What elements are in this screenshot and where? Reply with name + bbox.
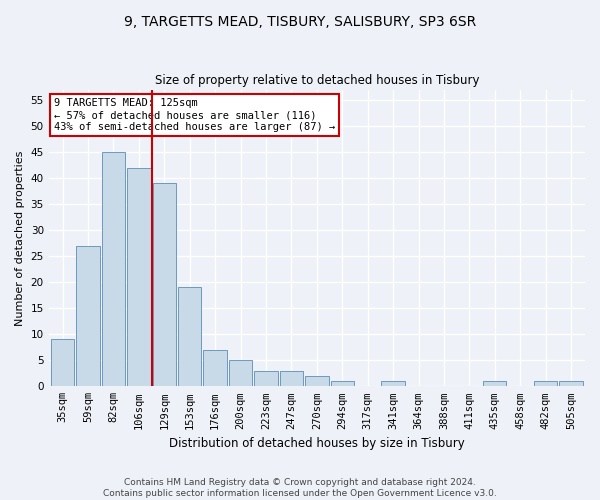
- Bar: [305, 376, 329, 386]
- Bar: [51, 340, 74, 386]
- Bar: [178, 288, 202, 386]
- Bar: [203, 350, 227, 387]
- Bar: [127, 168, 151, 386]
- Bar: [483, 381, 506, 386]
- Bar: [152, 184, 176, 386]
- X-axis label: Distribution of detached houses by size in Tisbury: Distribution of detached houses by size …: [169, 437, 465, 450]
- Bar: [229, 360, 252, 386]
- Bar: [559, 381, 583, 386]
- Text: 9 TARGETTS MEAD: 125sqm
← 57% of detached houses are smaller (116)
43% of semi-d: 9 TARGETTS MEAD: 125sqm ← 57% of detache…: [54, 98, 335, 132]
- Bar: [280, 370, 303, 386]
- Text: 9, TARGETTS MEAD, TISBURY, SALISBURY, SP3 6SR: 9, TARGETTS MEAD, TISBURY, SALISBURY, SP…: [124, 15, 476, 29]
- Text: Contains HM Land Registry data © Crown copyright and database right 2024.
Contai: Contains HM Land Registry data © Crown c…: [103, 478, 497, 498]
- Bar: [534, 381, 557, 386]
- Y-axis label: Number of detached properties: Number of detached properties: [15, 150, 25, 326]
- Bar: [331, 381, 354, 386]
- Bar: [254, 370, 278, 386]
- Bar: [382, 381, 405, 386]
- Bar: [76, 246, 100, 386]
- Title: Size of property relative to detached houses in Tisbury: Size of property relative to detached ho…: [155, 74, 479, 87]
- Bar: [102, 152, 125, 386]
